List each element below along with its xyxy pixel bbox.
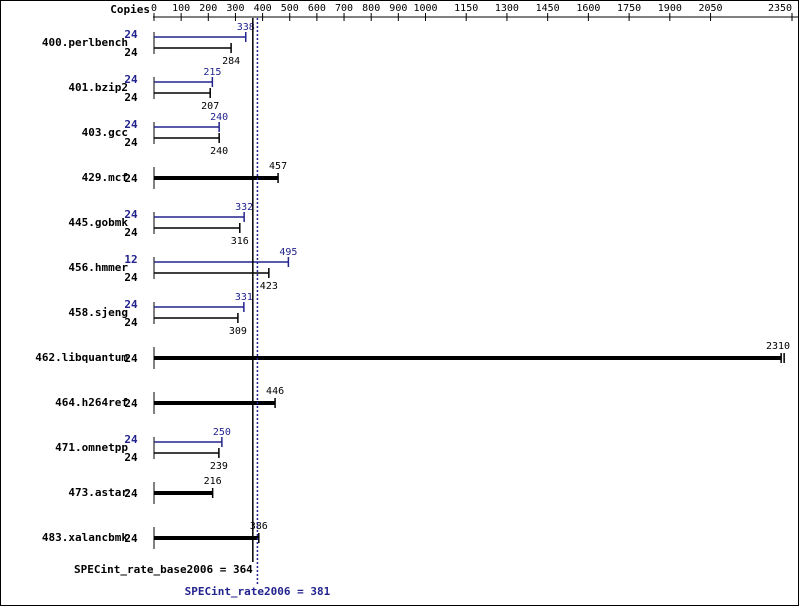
copies: 24 bbox=[124, 352, 138, 365]
value-label: 495 bbox=[279, 247, 297, 258]
copies: 24 bbox=[124, 91, 138, 104]
value-label: 423 bbox=[260, 281, 278, 292]
value-label: 2310 bbox=[766, 341, 790, 352]
x-tick-label: 400 bbox=[254, 3, 272, 14]
benchmark-name: 429.mcf bbox=[82, 171, 128, 184]
benchmark-name: 458.sjeng bbox=[68, 306, 128, 319]
copies: 24 bbox=[124, 433, 138, 446]
x-tick-label: 2350 bbox=[768, 3, 792, 14]
copies: 24 bbox=[124, 271, 138, 284]
copies: 24 bbox=[124, 298, 138, 311]
copies: 24 bbox=[124, 487, 138, 500]
copies: 24 bbox=[124, 46, 138, 59]
x-tick-label: 2050 bbox=[699, 3, 723, 14]
value-label: 240 bbox=[210, 112, 228, 123]
copies: 24 bbox=[124, 397, 138, 410]
value-label: 457 bbox=[269, 161, 287, 172]
benchmark-name: 464.h264ref bbox=[55, 396, 128, 409]
x-tick-label: 700 bbox=[335, 3, 353, 14]
benchmark-name: 483.xalancbmk bbox=[42, 531, 128, 544]
x-tick-label: 200 bbox=[199, 3, 217, 14]
copies: 24 bbox=[124, 118, 138, 131]
benchmark-name: 445.gobmk bbox=[68, 216, 128, 229]
copies: 24 bbox=[124, 451, 138, 464]
value-label: 332 bbox=[235, 202, 253, 213]
value-label: 250 bbox=[213, 427, 231, 438]
value-label: 309 bbox=[229, 326, 247, 337]
x-tick-label: 600 bbox=[308, 3, 326, 14]
benchmark-name: 400.perlbench bbox=[42, 36, 128, 49]
value-label: 446 bbox=[266, 386, 284, 397]
copies: 24 bbox=[124, 226, 138, 239]
copies: 24 bbox=[124, 172, 138, 185]
value-label: 240 bbox=[210, 146, 228, 157]
benchmark-name: 401.bzip2 bbox=[68, 81, 128, 94]
x-tick-label: 500 bbox=[281, 3, 299, 14]
benchmark-name: 403.gcc bbox=[82, 126, 128, 139]
x-tick-label: 0 bbox=[151, 3, 157, 14]
x-tick-label: 300 bbox=[226, 3, 244, 14]
reference-label: SPECint_rate2006 = 381 bbox=[185, 585, 331, 598]
copies: 24 bbox=[124, 208, 138, 221]
value-label: 207 bbox=[201, 101, 219, 112]
benchmark-name: 471.omnetpp bbox=[55, 441, 128, 454]
x-tick-label: 1750 bbox=[617, 3, 641, 14]
copies: 24 bbox=[124, 136, 138, 149]
x-tick-label: 1900 bbox=[658, 3, 682, 14]
x-tick-label: 800 bbox=[362, 3, 380, 14]
x-tick-label: 1300 bbox=[495, 3, 519, 14]
value-label: 316 bbox=[231, 236, 249, 247]
value-label: 331 bbox=[235, 292, 253, 303]
x-tick-label: 900 bbox=[389, 3, 407, 14]
value-label: 284 bbox=[222, 56, 240, 67]
reference-label: SPECint_rate_base2006 = 364 bbox=[74, 563, 253, 576]
copies: 24 bbox=[124, 28, 138, 41]
x-tick-label: 1450 bbox=[536, 3, 560, 14]
value-label: 216 bbox=[204, 476, 222, 487]
value-label: 239 bbox=[210, 461, 228, 472]
copies: 12 bbox=[124, 253, 137, 266]
copies: 24 bbox=[124, 73, 138, 86]
value-label: 338 bbox=[237, 22, 255, 33]
copies: 24 bbox=[124, 532, 138, 545]
x-tick-label: 1600 bbox=[576, 3, 600, 14]
x-tick-label: 100 bbox=[172, 3, 190, 14]
benchmark-name: 456.hmmer bbox=[68, 261, 128, 274]
x-tick-label: 1000 bbox=[413, 3, 437, 14]
axis-label: Copies bbox=[110, 3, 150, 16]
benchmark-name: 462.libquantum bbox=[35, 351, 128, 364]
benchmark-name: 473.astar bbox=[68, 486, 128, 499]
value-label: 215 bbox=[203, 67, 221, 78]
x-tick-label: 1150 bbox=[454, 3, 478, 14]
copies: 24 bbox=[124, 316, 138, 329]
value-label: 386 bbox=[250, 521, 268, 532]
